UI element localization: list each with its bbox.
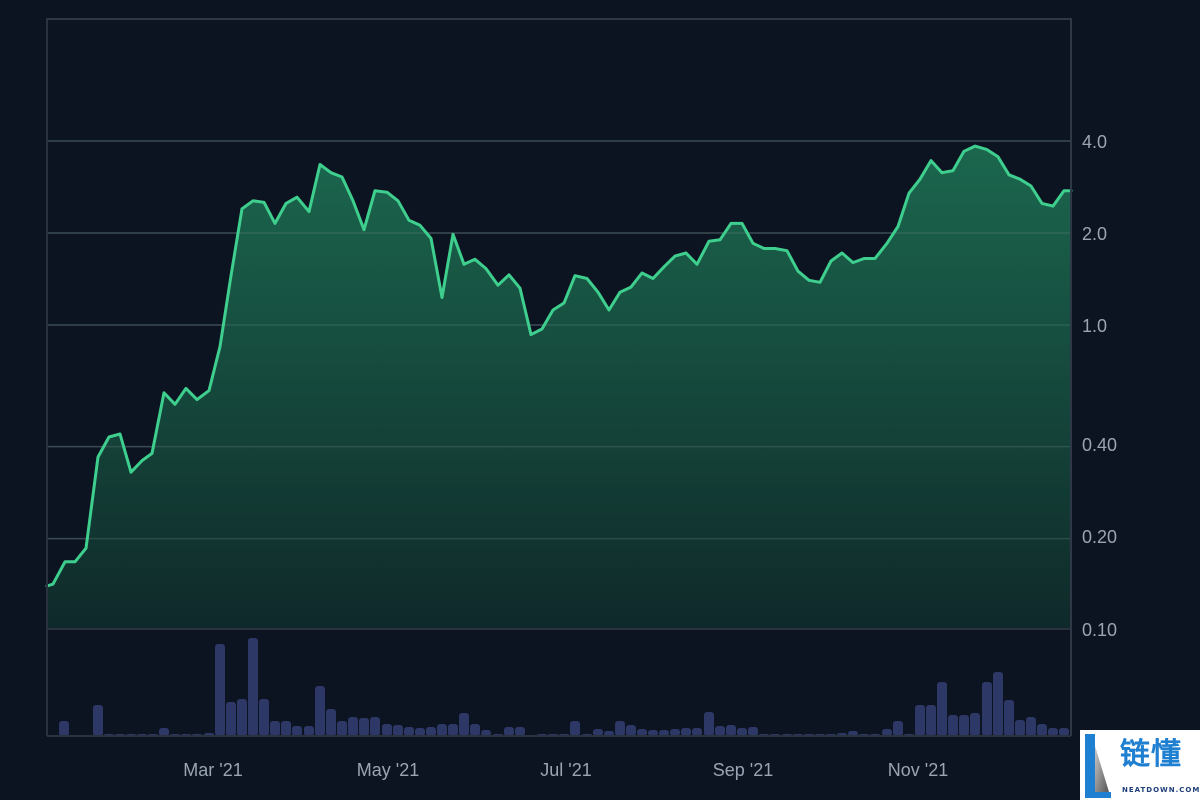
volume-bar — [404, 727, 414, 736]
x-tick-label: May '21 — [357, 760, 419, 780]
volume-bar — [1026, 717, 1036, 736]
volume-bar — [1004, 700, 1014, 736]
volume-bar — [970, 713, 980, 736]
price-line — [45, 144, 1073, 588]
volume-bar — [315, 686, 325, 736]
volume-bar — [415, 728, 425, 736]
volume-bar — [59, 721, 69, 736]
volume-bar — [982, 682, 992, 736]
volume-bar — [393, 725, 403, 736]
y-tick-label: 2.0 — [1082, 224, 1107, 244]
volume-bar — [437, 724, 447, 736]
volume-bar — [937, 682, 947, 736]
volume-bar — [370, 717, 380, 736]
volume-bar — [604, 731, 614, 736]
volume-bar — [1059, 728, 1069, 736]
volume-bar — [93, 705, 103, 736]
volume-bar — [570, 721, 580, 736]
volume-bar — [1015, 720, 1025, 736]
volume-bar — [426, 727, 436, 736]
volume-bar — [159, 728, 169, 736]
volume-bar — [259, 699, 269, 736]
volume-bar — [959, 715, 969, 736]
volume-bar — [915, 705, 925, 736]
volume-bar — [459, 713, 469, 736]
volume-bar — [237, 699, 247, 736]
x-tick-label: Sep '21 — [713, 760, 774, 780]
volume-bar — [515, 727, 525, 736]
volume-bar — [637, 729, 647, 736]
volume-bar — [448, 724, 458, 736]
volume-bar — [893, 721, 903, 736]
volume-bar — [326, 709, 336, 736]
watermark: 链懂 NEATDOWN.COM — [1080, 730, 1200, 800]
volume-bar — [593, 729, 603, 736]
volume-bar — [626, 725, 636, 736]
volume-bar — [926, 705, 936, 736]
volume-bar — [470, 724, 480, 736]
watermark-logo-icon — [1085, 734, 1111, 798]
volume-bar — [737, 728, 747, 736]
volume-bar — [359, 718, 369, 736]
volume-bar — [226, 702, 236, 736]
volume-bar — [215, 644, 225, 736]
y-tick-label: 1.0 — [1082, 316, 1107, 336]
volume-bar — [882, 729, 892, 736]
volume-bar — [1048, 728, 1058, 736]
volume-bar — [304, 726, 314, 736]
volume-bar — [292, 726, 302, 736]
y-tick-label: 0.10 — [1082, 620, 1117, 640]
y-tick-label: 0.20 — [1082, 527, 1117, 547]
volume-bar — [748, 727, 758, 736]
volume-bar — [726, 725, 736, 736]
volume-bars — [59, 638, 1069, 736]
volume-bar — [848, 731, 858, 736]
volume-bar — [348, 717, 358, 736]
volume-bar — [337, 721, 347, 736]
volume-bar — [692, 728, 702, 736]
x-tick-label: Nov '21 — [888, 760, 948, 780]
volume-bar — [1037, 724, 1047, 736]
grid-lines-overlay — [47, 140, 1071, 540]
volume-bar — [270, 721, 280, 736]
volume-bar — [504, 727, 514, 736]
volume-bar — [248, 638, 258, 736]
y-tick-label: 0.40 — [1082, 435, 1117, 455]
volume-bar — [382, 724, 392, 736]
volume-bar — [281, 721, 291, 736]
y-tick-label: 4.0 — [1082, 132, 1107, 152]
volume-bar — [648, 730, 658, 736]
watermark-text-en: NEATDOWN.COM — [1122, 786, 1200, 794]
volume-bar — [993, 672, 1003, 736]
x-tick-label: Mar '21 — [183, 760, 242, 780]
volume-bar — [948, 715, 958, 736]
volume-bar — [715, 726, 725, 736]
volume-bar — [670, 729, 680, 736]
volume-bar — [681, 728, 691, 736]
volume-bar — [704, 712, 714, 736]
volume-bar — [481, 730, 491, 736]
watermark-text-cn: 链懂 — [1120, 737, 1182, 772]
volume-bar — [659, 730, 669, 736]
volume-bar — [615, 721, 625, 736]
price-area — [47, 146, 1071, 629]
x-tick-label: Jul '21 — [540, 760, 591, 780]
